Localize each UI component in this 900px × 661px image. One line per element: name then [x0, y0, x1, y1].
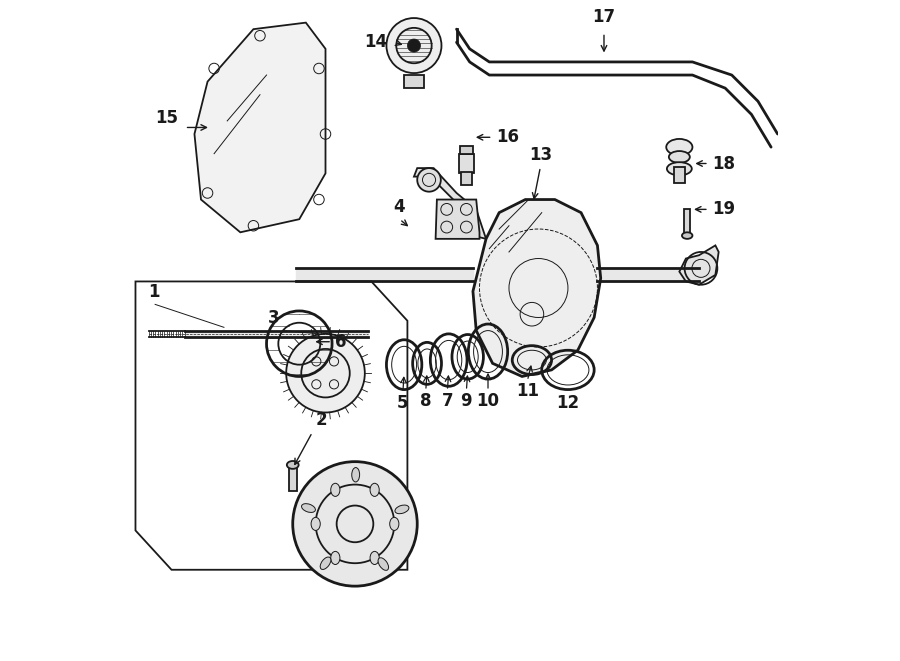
- Ellipse shape: [669, 151, 689, 163]
- Text: 6: 6: [336, 332, 346, 351]
- Polygon shape: [414, 168, 486, 239]
- Text: 4: 4: [393, 198, 405, 216]
- Circle shape: [286, 334, 364, 412]
- Ellipse shape: [320, 557, 331, 570]
- Circle shape: [292, 461, 418, 586]
- Text: 5: 5: [397, 394, 409, 412]
- Text: 8: 8: [420, 392, 431, 410]
- Text: 14: 14: [364, 33, 388, 52]
- Text: 12: 12: [556, 394, 580, 412]
- Polygon shape: [472, 200, 600, 377]
- Bar: [289, 465, 297, 491]
- Circle shape: [408, 39, 420, 52]
- Ellipse shape: [378, 558, 389, 570]
- Bar: [458, 153, 474, 173]
- Ellipse shape: [311, 518, 320, 530]
- Polygon shape: [680, 245, 719, 285]
- Text: 1: 1: [148, 283, 160, 301]
- Polygon shape: [436, 200, 480, 239]
- Text: 16: 16: [496, 128, 519, 146]
- Polygon shape: [404, 75, 424, 88]
- Bar: [460, 146, 473, 153]
- Ellipse shape: [352, 467, 360, 482]
- Ellipse shape: [287, 461, 299, 469]
- Ellipse shape: [370, 551, 379, 564]
- Text: 18: 18: [712, 155, 735, 173]
- Ellipse shape: [666, 139, 692, 155]
- Ellipse shape: [682, 232, 692, 239]
- Circle shape: [418, 168, 441, 192]
- Bar: [461, 172, 472, 185]
- Text: 10: 10: [476, 392, 500, 410]
- Ellipse shape: [370, 483, 379, 496]
- Ellipse shape: [667, 162, 692, 175]
- Text: 13: 13: [529, 145, 552, 163]
- Ellipse shape: [390, 518, 399, 530]
- Bar: [684, 210, 690, 235]
- Text: 3: 3: [268, 309, 280, 327]
- Bar: [674, 167, 685, 183]
- Ellipse shape: [330, 551, 340, 564]
- Text: 15: 15: [155, 108, 178, 127]
- Circle shape: [386, 18, 442, 73]
- Polygon shape: [194, 22, 326, 232]
- Ellipse shape: [302, 504, 315, 512]
- Text: 17: 17: [592, 8, 616, 26]
- Text: 7: 7: [442, 392, 454, 410]
- Text: 9: 9: [461, 392, 472, 410]
- Text: 11: 11: [516, 382, 539, 401]
- Text: 19: 19: [712, 200, 735, 218]
- Ellipse shape: [395, 505, 409, 514]
- Ellipse shape: [330, 483, 340, 496]
- Text: 2: 2: [316, 411, 328, 429]
